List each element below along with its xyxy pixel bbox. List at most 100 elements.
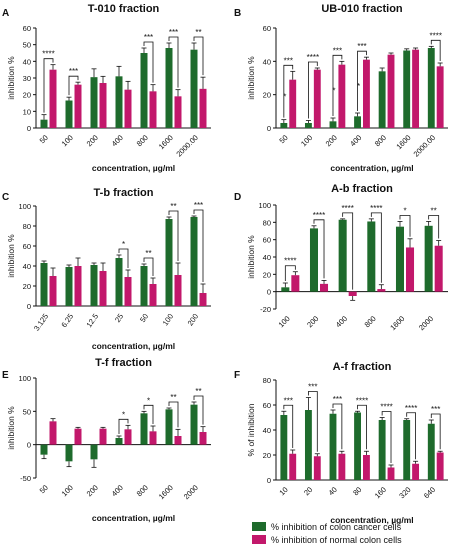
bar-cancer bbox=[395, 226, 404, 292]
significance-bracket bbox=[406, 412, 416, 460]
significance-bracket bbox=[370, 212, 382, 283]
significance-bracket bbox=[284, 265, 296, 281]
bar-normal bbox=[174, 96, 182, 128]
legend-label-cancer: % inhibition of colon cancer cells bbox=[271, 521, 402, 532]
bar-cancer bbox=[304, 123, 312, 128]
significance-bracket bbox=[342, 212, 354, 290]
panel-E: E T-f fraction -50 0 50 100 inhibition % 50 100 2… bbox=[2, 357, 211, 523]
significance-bracket bbox=[118, 418, 129, 434]
bar-cancer bbox=[65, 444, 73, 462]
bar-cancer bbox=[90, 265, 98, 306]
significance-bracket bbox=[143, 41, 154, 83]
x-tick-label: 80 bbox=[351, 485, 363, 497]
x-tick-label: 200 bbox=[324, 133, 339, 148]
bar-cancer bbox=[140, 413, 148, 445]
x-tick-label: 40 bbox=[327, 485, 339, 497]
bar-normal bbox=[49, 69, 57, 128]
significance-marker: * bbox=[122, 240, 125, 249]
y-tick-label: 20 bbox=[263, 91, 271, 100]
bar-normal bbox=[149, 284, 157, 306]
x-tick-label: 800 bbox=[373, 133, 388, 148]
bar-cancer bbox=[115, 438, 123, 445]
bar-cancer bbox=[65, 267, 73, 306]
significance-marker: * bbox=[122, 410, 125, 419]
significance-marker: ** bbox=[195, 28, 201, 37]
legend: % inhibition of colon cancer cells % inh… bbox=[252, 520, 462, 546]
significance-bracket bbox=[332, 54, 343, 116]
significance-marker: *** bbox=[431, 405, 440, 414]
bar-cancer bbox=[165, 219, 173, 306]
bar-normal bbox=[313, 69, 321, 128]
significance-marker: *** bbox=[284, 56, 293, 65]
significance-marker: **** bbox=[370, 204, 382, 213]
x-axis-label: concentration, µg/ml bbox=[330, 163, 413, 173]
bar-normal bbox=[412, 463, 420, 480]
x-tick-label: 800 bbox=[135, 483, 150, 498]
bar-normal bbox=[434, 245, 443, 292]
y-tick-label: 60 bbox=[23, 24, 31, 33]
y-tick-label: 40 bbox=[263, 426, 271, 435]
significance-marker: **** bbox=[380, 403, 392, 412]
x-tick-label: 2000 bbox=[182, 483, 200, 501]
significance-bracket bbox=[283, 404, 294, 448]
bar-normal bbox=[74, 84, 82, 128]
y-tick-label: 50 bbox=[23, 407, 31, 416]
x-tick-label: 100 bbox=[299, 133, 314, 148]
y-axis-label: inhibition % bbox=[6, 56, 16, 100]
bar-normal bbox=[49, 276, 57, 306]
y-tick-label: 0 bbox=[27, 302, 31, 311]
y-tick-label: 0 bbox=[267, 288, 271, 297]
y-axis-label: inhibition % bbox=[6, 234, 16, 278]
panel-title: T-f fraction bbox=[95, 357, 152, 369]
significance-bracket bbox=[428, 215, 440, 239]
x-tick-label: 800 bbox=[363, 314, 378, 329]
legend-item-cancer: % inhibition of colon cancer cells bbox=[252, 520, 462, 533]
y-axis-label: % of inhibition bbox=[246, 403, 256, 456]
x-tick-label: 320 bbox=[397, 485, 412, 500]
x-tick-label: 6.25 bbox=[59, 312, 75, 329]
significance-marker-low: * bbox=[332, 87, 335, 96]
x-tick-label: 50 bbox=[138, 312, 150, 324]
y-tick-label: 0 bbox=[267, 476, 271, 485]
x-tick-label: 2000.00 bbox=[412, 133, 438, 159]
y-tick-label: 80 bbox=[263, 218, 271, 227]
significance-bracket bbox=[168, 36, 179, 88]
significance-marker: ** bbox=[145, 249, 151, 258]
x-tick-label: 2000 bbox=[417, 314, 435, 332]
bar-normal bbox=[99, 83, 107, 128]
significance-marker: ** bbox=[195, 387, 201, 396]
bar-cancer bbox=[338, 219, 347, 292]
bar-cancer bbox=[190, 49, 198, 128]
significance-marker: *** bbox=[169, 28, 178, 37]
bar-normal bbox=[289, 79, 297, 128]
x-tick-label: 1600 bbox=[157, 483, 175, 501]
panel-letter: D bbox=[234, 192, 241, 203]
y-tick-label: 100 bbox=[18, 374, 31, 383]
bar-normal bbox=[74, 428, 82, 445]
significance-bracket bbox=[168, 210, 179, 261]
x-axis-label: concentration, µg/ml bbox=[92, 513, 175, 523]
x-tick-label: 400 bbox=[334, 314, 349, 329]
significance-marker: ** bbox=[170, 202, 176, 211]
significance-bracket bbox=[430, 413, 441, 450]
y-tick-label: 60 bbox=[263, 401, 271, 410]
significance-bracket bbox=[357, 404, 367, 450]
bar-cancer bbox=[280, 123, 288, 128]
x-tick-label: 400 bbox=[348, 133, 363, 148]
bar-cancer bbox=[281, 287, 290, 292]
significance-bracket bbox=[68, 75, 79, 96]
x-tick-label: 200 bbox=[186, 312, 201, 327]
y-tick-label: 40 bbox=[263, 57, 271, 66]
significance-bracket bbox=[43, 58, 54, 113]
significance-marker: *** bbox=[333, 395, 342, 404]
significance-bracket bbox=[118, 248, 129, 268]
y-axis-label: inhibition % bbox=[246, 56, 256, 100]
bar-normal bbox=[436, 452, 444, 480]
significance-bracket bbox=[308, 391, 318, 452]
x-tick-label: 25 bbox=[113, 312, 125, 324]
bar-cancer bbox=[140, 53, 148, 128]
x-tick-label: 10 bbox=[277, 485, 289, 497]
bar-cancer bbox=[165, 409, 173, 445]
x-axis-label: concentration, µg/ml bbox=[92, 341, 175, 351]
